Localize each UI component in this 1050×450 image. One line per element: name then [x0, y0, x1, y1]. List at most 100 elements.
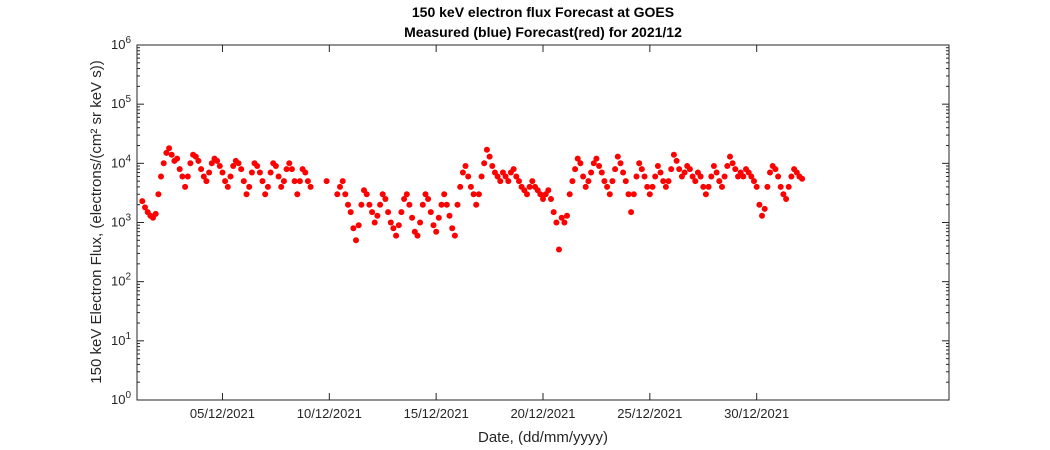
data-point	[304, 178, 311, 185]
data-point	[275, 173, 282, 180]
data-point	[465, 173, 472, 180]
x-axis-label: Date, (dd/mm/yyyy)	[478, 429, 608, 446]
data-point	[246, 183, 253, 190]
y-axis: 100 101 102 103 104 105 106	[111, 35, 949, 407]
data-point	[291, 178, 298, 185]
data-point	[767, 169, 773, 176]
data-point	[267, 169, 274, 176]
data-point	[224, 183, 231, 190]
data-point	[783, 196, 790, 202]
data-point	[393, 232, 400, 239]
data-point	[409, 214, 416, 221]
data-point	[203, 178, 210, 185]
data-point	[646, 191, 653, 198]
data-point	[422, 191, 429, 198]
y-tick-label: 101	[111, 331, 131, 348]
data-point	[430, 222, 437, 229]
data-point	[513, 173, 520, 180]
data-point	[558, 214, 565, 221]
data-point	[243, 191, 250, 198]
data-point	[785, 183, 792, 190]
data-point	[596, 163, 603, 169]
data-point	[152, 210, 159, 217]
data-point	[740, 173, 747, 180]
data-point	[759, 212, 765, 219]
data-point	[473, 201, 480, 208]
data-point	[580, 173, 587, 180]
data-point	[582, 183, 589, 190]
data-point	[753, 183, 760, 190]
data-point	[425, 196, 432, 202]
data-point	[540, 196, 546, 202]
data-point	[609, 178, 616, 185]
data-point	[556, 246, 562, 253]
data-point	[649, 183, 656, 190]
data-point	[721, 173, 728, 180]
data-point	[350, 225, 357, 232]
data-point	[702, 191, 709, 198]
data-point	[719, 183, 725, 190]
data-point	[198, 166, 205, 173]
data-point	[438, 201, 445, 208]
data-point	[374, 212, 381, 219]
data-point	[668, 166, 675, 173]
data-point	[516, 178, 522, 185]
data-point	[505, 178, 512, 185]
data-point	[470, 191, 477, 198]
data-point	[184, 173, 191, 180]
data-point	[777, 183, 784, 190]
data-point	[395, 222, 402, 229]
data-point	[710, 163, 717, 169]
data-point	[259, 178, 266, 185]
data-point	[294, 191, 301, 198]
data-point	[296, 178, 303, 185]
data-point	[708, 173, 715, 180]
data-point	[588, 169, 595, 176]
data-point	[502, 173, 509, 180]
data-point	[510, 166, 517, 173]
data-point	[227, 173, 234, 180]
data-point	[652, 173, 659, 180]
data-point	[660, 178, 667, 185]
data-point	[323, 178, 330, 185]
data-point	[192, 153, 199, 160]
data-point	[489, 163, 496, 169]
data-point	[278, 183, 285, 190]
data-point	[286, 160, 293, 167]
data-point	[572, 166, 579, 173]
data-point	[248, 169, 255, 176]
data-point	[593, 155, 600, 162]
y-tick-label: 100	[111, 390, 131, 407]
data-point	[775, 173, 782, 180]
data-point	[475, 191, 482, 198]
data-point	[481, 160, 488, 167]
x-tick-label: 30/12/2021	[724, 406, 789, 421]
data-point	[230, 163, 237, 169]
data-point	[264, 183, 271, 190]
data-point	[654, 163, 661, 169]
data-point	[254, 163, 261, 169]
data-point	[427, 209, 434, 216]
data-point	[494, 173, 501, 180]
data-point	[451, 232, 458, 239]
data-point	[219, 169, 226, 176]
y-tick-label: 104	[111, 153, 131, 170]
data-point	[764, 183, 771, 190]
data-point	[369, 209, 376, 216]
plot-area	[136, 44, 950, 401]
data-point	[174, 155, 181, 162]
data-point	[339, 178, 346, 185]
chart-title: 150 keV electron flux Forecast at GOES	[412, 4, 674, 20]
data-point	[537, 191, 544, 198]
data-point	[347, 209, 354, 216]
data-point	[235, 160, 242, 167]
data-point	[288, 166, 295, 173]
data-point	[529, 178, 536, 185]
data-point	[187, 160, 194, 167]
data-point	[641, 173, 648, 180]
data-point	[163, 149, 170, 156]
data-point	[478, 173, 485, 180]
data-point	[182, 183, 189, 190]
data-point	[657, 169, 664, 176]
data-point	[751, 178, 757, 185]
